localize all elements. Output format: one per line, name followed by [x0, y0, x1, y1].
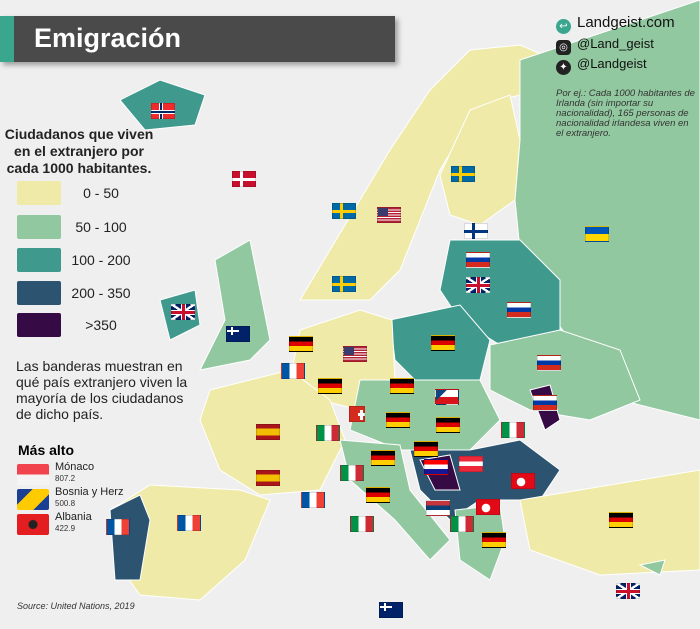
germany-flag-icon	[386, 412, 410, 428]
finland-flag-icon	[464, 223, 488, 239]
norway-flag-icon	[151, 103, 175, 119]
germany-flag-icon	[609, 512, 633, 528]
brand-twitter[interactable]: ✦ @Landgeist	[556, 56, 647, 75]
germany-flag-icon	[371, 450, 395, 466]
sweden-flag-icon	[332, 276, 356, 292]
landgeist-logo-icon: ↩	[556, 19, 571, 34]
legend-swatch-100-200	[17, 248, 61, 272]
italy-flag-icon	[340, 465, 364, 481]
sweden-flag-icon	[451, 166, 475, 182]
albania-flag-icon	[17, 514, 49, 535]
uk-flag-icon	[466, 277, 490, 293]
denmark-flag-icon	[232, 171, 256, 187]
france-flag-icon	[106, 519, 130, 535]
highest-country: Mónaco	[55, 461, 95, 473]
usa-flag-icon	[377, 207, 401, 223]
legend-label-100-200: 100 - 200	[71, 252, 131, 268]
source-note: Source: United Nations, 2019	[17, 601, 135, 611]
russia-flag-icon	[533, 395, 557, 411]
region-ukraine	[489, 329, 641, 421]
germany-flag-icon	[414, 441, 438, 457]
france-flag-icon	[301, 492, 325, 508]
france-flag-icon	[177, 515, 201, 531]
france-flag-icon	[281, 363, 305, 379]
legend-label-350-plus: >350	[85, 317, 117, 333]
legend-label-50-100: 50 - 100	[75, 219, 127, 235]
russia-flag-icon	[507, 302, 531, 318]
legend-label-200-350: 200 - 350	[71, 285, 131, 301]
czech-flag-icon	[435, 389, 459, 405]
page-title: Emigración	[34, 23, 182, 53]
highest-value: 807.2	[55, 474, 76, 483]
legend-swatch-200-350	[17, 281, 61, 305]
uk-flag-icon	[171, 304, 195, 320]
italy-flag-icon	[450, 516, 474, 532]
legend-label-0-50: 0 - 50	[83, 185, 119, 201]
monaco-flag-icon	[17, 464, 49, 485]
italy-flag-icon	[316, 425, 340, 441]
region-cyprus	[638, 559, 666, 576]
germany-flag-icon	[431, 335, 455, 351]
australia-flag-icon	[379, 602, 403, 618]
legend-swatch-350-plus	[17, 313, 61, 337]
russia-flag-icon	[537, 355, 561, 371]
site-link[interactable]: Landgeist.com	[577, 14, 675, 31]
bosnia-flag-icon	[17, 489, 49, 510]
region-portugal	[109, 494, 151, 581]
twitter-handle[interactable]: @Landgeist	[577, 56, 647, 71]
turkey-flag-icon	[511, 473, 535, 489]
region-britain	[199, 239, 271, 371]
italy-flag-icon	[350, 516, 374, 532]
highest-country: Albania	[55, 511, 92, 523]
italy-flag-icon	[501, 422, 525, 438]
turkey-flag-icon	[476, 499, 500, 515]
germany-flag-icon	[289, 336, 313, 352]
ukraine-flag-icon	[585, 226, 609, 242]
legend-swatch-50-100	[17, 215, 61, 239]
example-note: Por ej.: Cada 1000 habitantes de Irlanda…	[556, 88, 695, 139]
region-italy	[339, 439, 451, 561]
uk-flag-icon	[616, 583, 640, 599]
germany-flag-icon	[482, 532, 506, 548]
germany-flag-icon	[318, 378, 342, 394]
brand-instagram[interactable]: ◎ @Land_geist	[556, 36, 654, 55]
germany-flag-icon	[436, 417, 460, 433]
highest-country: Bosnia y Herz	[55, 486, 124, 498]
germany-flag-icon	[366, 487, 390, 503]
highest-value: 500.8	[55, 499, 76, 508]
australia-flag-icon	[226, 326, 250, 342]
legend-title: Ciudadanos que viven en el extranjero po…	[4, 126, 154, 176]
instagram-handle[interactable]: @Land_geist	[577, 36, 654, 51]
title-bar: Emigración	[0, 16, 395, 62]
flags-note: Las banderas muestran en qué país extran…	[16, 358, 188, 422]
highest-value: 422.9	[55, 524, 76, 533]
twitter-icon: ✦	[556, 60, 571, 75]
russia-flag-icon	[466, 252, 490, 268]
sweden-flag-icon	[332, 203, 356, 219]
usa-flag-icon	[343, 346, 367, 362]
spain-flag-icon	[256, 470, 280, 486]
highest-title: Más alto	[18, 442, 75, 458]
croatia-flag-icon	[424, 459, 448, 475]
serbia-flag-icon	[426, 500, 450, 516]
germany-flag-icon	[390, 378, 414, 394]
region-central-europe	[349, 379, 501, 451]
instagram-icon: ◎	[556, 40, 571, 55]
brand-site[interactable]: ↩ Landgeist.com	[556, 14, 675, 34]
spain-flag-icon	[256, 424, 280, 440]
title-accent	[0, 16, 14, 62]
legend-swatch-0-50	[17, 181, 61, 205]
switzerland-flag-icon	[349, 406, 365, 422]
austria-flag-icon	[459, 456, 483, 472]
